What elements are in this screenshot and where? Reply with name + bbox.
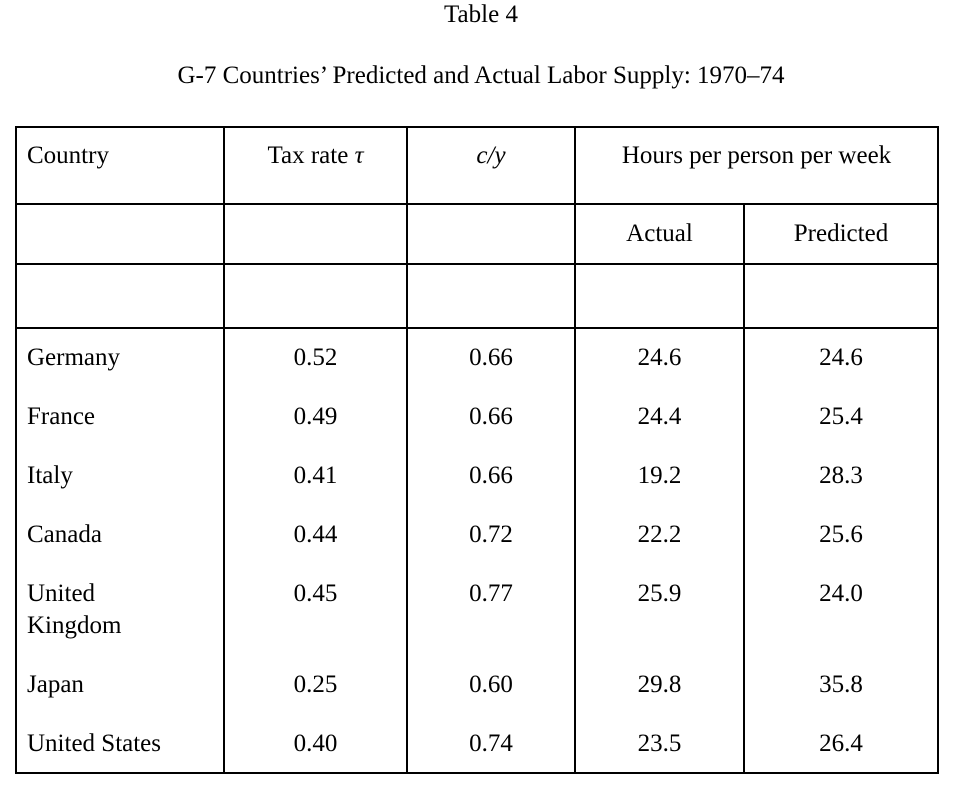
table-border-right [937, 126, 939, 774]
tax-rate-cell: 0.52 [293, 344, 338, 371]
tax-rate-cell: 0.40 [293, 730, 338, 757]
actual-hours-cell: 25.9 [637, 580, 682, 607]
tax-rate-cell: 0.44 [293, 521, 338, 548]
header-predicted: Predicted [793, 220, 889, 247]
header-tax-rate: Tax rate τ [225, 140, 406, 172]
actual-hours-cell: 22.2 [637, 521, 682, 548]
cy-cell: 0.74 [469, 730, 513, 757]
actual-hours-cell: 24.4 [637, 403, 682, 430]
table-border-top [15, 126, 939, 128]
actual-hours-cell: 29.8 [637, 671, 682, 698]
header-actual: Actual [626, 220, 693, 247]
cy-cell: 0.66 [469, 403, 513, 430]
column-rule-4 [743, 203, 745, 774]
table-title: G-7 Countries’ Predicted and Actual Labo… [177, 62, 785, 89]
country-cell: Italy [27, 462, 73, 489]
header-tax-rate-symbol: τ [354, 142, 364, 169]
cy-cell: 0.77 [469, 580, 513, 607]
header-tax-rate-label: Tax rate [267, 142, 349, 169]
column-rule-3 [574, 126, 576, 774]
predicted-hours-cell: 25.6 [819, 521, 863, 548]
country-cell: France [27, 403, 96, 430]
data-table: Country Tax rate τ c/y Hours per person … [15, 126, 939, 774]
cy-cell: 0.66 [469, 462, 513, 489]
header-country: Country [27, 142, 109, 169]
column-rule-2 [406, 126, 408, 774]
country-cell: United [27, 580, 96, 607]
header-rule-3 [15, 327, 939, 329]
country-cell: United States [27, 730, 162, 757]
country-cell-line2: Kingdom [27, 612, 122, 639]
tax-rate-cell: 0.49 [293, 403, 338, 430]
predicted-hours-cell: 28.3 [819, 462, 863, 489]
actual-hours-cell: 23.5 [637, 730, 682, 757]
predicted-hours-cell: 26.4 [819, 730, 863, 757]
country-cell: Canada [27, 521, 102, 548]
country-cell: Japan [27, 671, 84, 698]
table-border-left [15, 126, 17, 774]
tax-rate-cell: 0.41 [293, 462, 338, 489]
predicted-hours-cell: 35.8 [819, 671, 863, 698]
tax-rate-cell: 0.25 [293, 671, 338, 698]
column-rule-1 [223, 126, 225, 774]
header-rule-2 [15, 263, 939, 265]
header-hours: Hours per person per week [621, 142, 892, 169]
tax-rate-cell: 0.45 [293, 580, 338, 607]
cy-cell: 0.66 [469, 344, 513, 371]
country-cell: Germany [27, 344, 121, 371]
cy-cell: 0.60 [469, 671, 513, 698]
predicted-hours-cell: 24.6 [819, 344, 863, 371]
cy-cell: 0.72 [469, 521, 513, 548]
actual-hours-cell: 19.2 [637, 462, 682, 489]
table-number: Table 4 [444, 1, 518, 28]
header-cy: c/y [476, 142, 506, 169]
actual-hours-cell: 24.6 [637, 344, 682, 371]
header-rule-1 [15, 203, 939, 205]
predicted-hours-cell: 24.0 [819, 580, 863, 607]
table-border-bottom [15, 772, 939, 774]
predicted-hours-cell: 25.4 [819, 403, 863, 430]
